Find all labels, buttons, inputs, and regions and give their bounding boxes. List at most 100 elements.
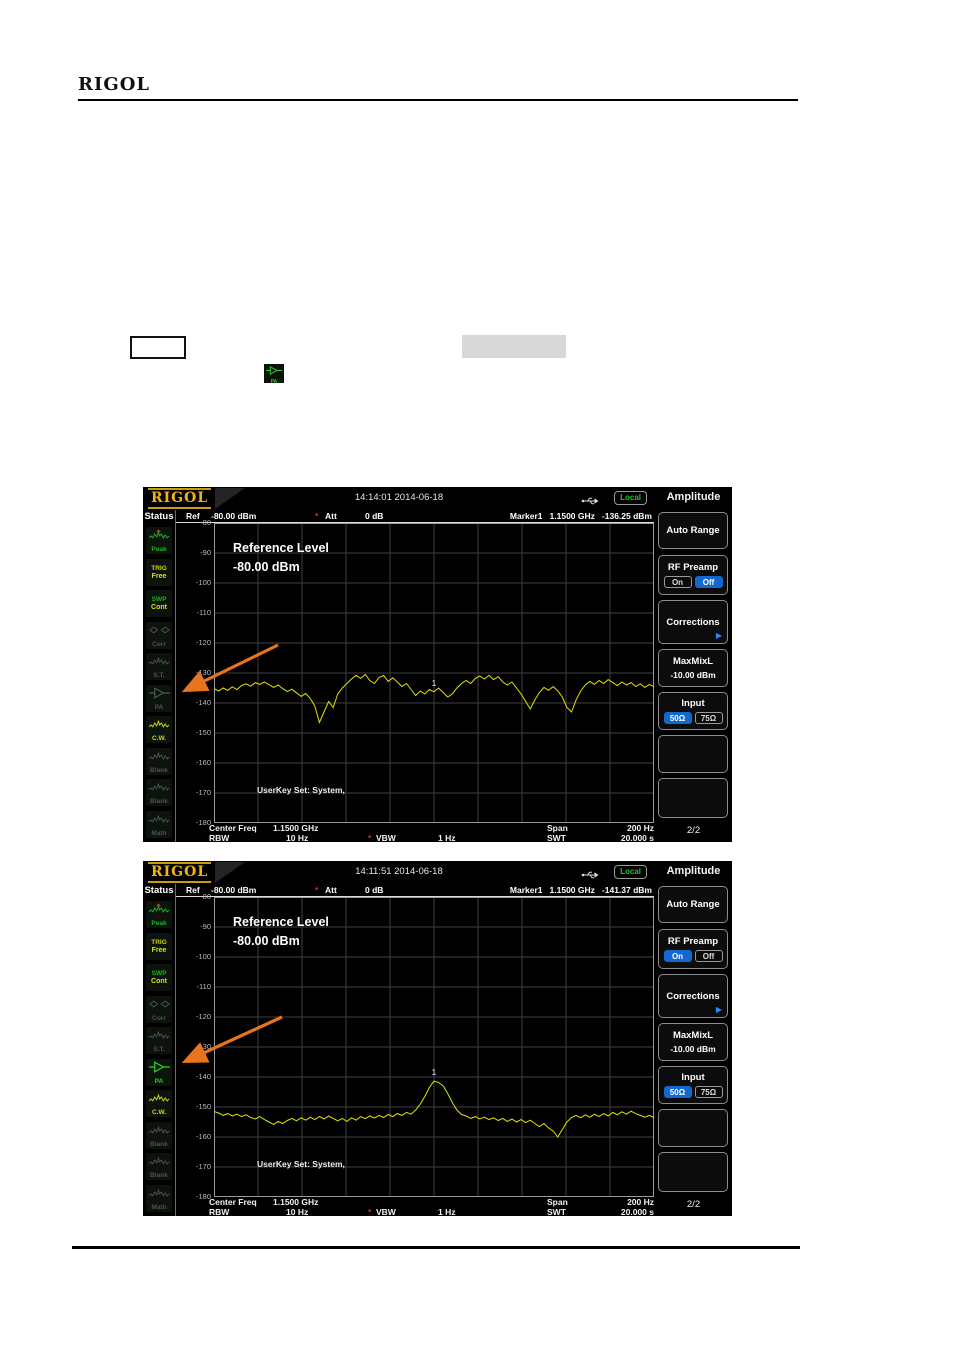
amp-glyph-icon[interactable]	[148, 686, 170, 704]
marker-readout[interactable]: Marker1 1.1500 GHz -141.37 dBm	[510, 885, 652, 895]
reference-level-overlay[interactable]: Reference Level -80.00 dBm	[233, 539, 329, 577]
status-item-label[interactable]: Math	[151, 1203, 167, 1211]
diamonds-glyph-icon[interactable]	[148, 623, 170, 641]
status-title[interactable]: Status	[144, 885, 174, 896]
status-item-blank-8[interactable]: Blank	[146, 779, 172, 806]
menu-button-maxmixl[interactable]: MaxMixL -10.00 dBm	[658, 649, 728, 687]
menu-button-auto-range[interactable]: Auto Range	[658, 512, 728, 549]
wave-glyph-icon[interactable]	[148, 1123, 170, 1141]
overlay-line[interactable]: Reference Level	[233, 541, 329, 555]
wave-glyph-icon[interactable]	[148, 749, 170, 767]
menu-button-value[interactable]: -10.00 dBm	[670, 1044, 716, 1054]
y-axis-label[interactable]: -160	[195, 758, 211, 767]
wave-glyph-icon[interactable]	[148, 780, 170, 798]
status-item-text[interactable]: Free	[151, 946, 167, 954]
status-item-label[interactable]: Corr	[152, 1014, 166, 1022]
status-item-label[interactable]: Math	[151, 829, 167, 837]
clock-text[interactable]: 14:14:01 2014-06-18	[354, 492, 444, 503]
wave-glyph-icon[interactable]	[148, 1186, 170, 1204]
overlay-line[interactable]: Reference Level	[233, 915, 329, 929]
sa-header[interactable]: RIGOL 14:11:51 2014-06-18 Local	[143, 861, 655, 884]
toggle-option-50[interactable]: 50Ω	[663, 1086, 692, 1098]
menu-button-label[interactable]: MaxMixL	[672, 1030, 714, 1041]
status-title[interactable]: Status	[144, 511, 174, 522]
y-axis-label[interactable]: -140	[195, 1072, 211, 1081]
logo-notch[interactable]	[215, 862, 245, 883]
submenu-arrow-icon[interactable]: ▶	[715, 631, 722, 640]
local-button[interactable]: Local	[614, 491, 647, 505]
menu-button-input[interactable]: Input 50Ω 75Ω	[658, 1066, 728, 1104]
menu-button-label[interactable]: Auto Range	[666, 899, 720, 910]
y-axis-label[interactable]: -110	[196, 608, 211, 617]
menu-button-auto-range[interactable]: Auto Range	[658, 886, 728, 923]
clock-text[interactable]: 14:11:51 2014-06-18	[355, 866, 443, 877]
y-axis-label[interactable]: -80	[200, 892, 211, 901]
y-axis-label[interactable]: -150	[195, 1102, 211, 1111]
status-item-label[interactable]: Blank	[150, 766, 168, 774]
marker-marker_label[interactable]: Marker1	[509, 885, 543, 895]
y-axis-label[interactable]: -170	[195, 788, 211, 797]
y-axis-label[interactable]: -150	[195, 728, 211, 737]
marker-marker_level[interactable]: -141.37 dBm	[601, 885, 652, 895]
toggle-row[interactable]: 50Ω 75Ω	[663, 712, 723, 724]
menu-button-value[interactable]: -10.00 dBm	[670, 670, 716, 680]
bottom-row-2[interactable]: RBW 10 Hz * VBW 1 Hz SWT 20.000 s	[176, 1207, 654, 1217]
y-axis-label[interactable]: -130	[195, 668, 211, 677]
toggle-option-off[interactable]: Off	[694, 576, 723, 588]
status-item-label[interactable]: PA	[154, 703, 164, 711]
toggle-option-on[interactable]: On	[663, 576, 692, 588]
menu-button-label[interactable]: RF Preamp	[667, 936, 719, 947]
status-item-c-w[interactable]: C.W.	[146, 1090, 172, 1117]
status-item-blank-7[interactable]: Blank	[146, 747, 172, 775]
info-underline[interactable]	[176, 896, 654, 897]
y-axis-label[interactable]: -90	[200, 922, 211, 931]
y-axis-label[interactable]: -170	[195, 1162, 211, 1171]
status-item-corr[interactable]: Corr	[146, 995, 172, 1023]
menu-button-blank[interactable]	[658, 778, 728, 818]
marker-readout[interactable]: Marker1 1.1500 GHz -136.25 dBm	[510, 511, 652, 521]
menu-button-rf-preamp[interactable]: RF Preamp On Off	[658, 555, 728, 595]
status-item-text[interactable]: TRIG	[151, 938, 167, 946]
toggle-row[interactable]: 50Ω 75Ω	[663, 1086, 723, 1098]
menu-button-label[interactable]: MaxMixL	[672, 656, 714, 667]
status-item-blank-8[interactable]: Blank	[146, 1153, 172, 1180]
status-item-label[interactable]: Blank	[150, 1172, 168, 1179]
status-item-label[interactable]: Blank	[150, 1140, 168, 1148]
menu-button-blank[interactable]	[658, 1109, 728, 1147]
status-item-swp[interactable]: SWP Cont	[146, 964, 172, 991]
status-item-text[interactable]: Free	[151, 572, 167, 580]
peak-glyph-icon[interactable]	[148, 902, 170, 920]
peak-glyph-icon[interactable]	[148, 528, 170, 546]
sa-header[interactable]: RIGOL 14:14:01 2014-06-18 Local	[143, 487, 655, 510]
wave-glyph-icon[interactable]	[148, 1091, 170, 1109]
menu-button-blank[interactable]	[658, 1152, 728, 1192]
y-axis-label[interactable]: -80	[200, 518, 211, 527]
status-item-text[interactable]: Cont	[151, 604, 167, 611]
status-item-blank-7[interactable]: Blank	[146, 1121, 172, 1149]
status-item-s-t[interactable]: S.T.	[146, 653, 172, 680]
status-item-text[interactable]: SWP	[151, 596, 167, 603]
toggle-option-on[interactable]: On	[663, 950, 692, 962]
marker-marker_level[interactable]: -136.25 dBm	[601, 511, 652, 521]
info-row[interactable]: Ref -80.00 dBm * Att 0 dB Marker1 1.1500 GHz -1…	[176, 884, 654, 897]
local-button[interactable]: Local	[614, 865, 647, 879]
rigol-logo[interactable]: RIGOL	[148, 488, 212, 509]
toggle-option-75[interactable]: 75Ω	[694, 1086, 723, 1098]
toggle-option-off[interactable]: Off	[694, 950, 723, 962]
marker-marker_label[interactable]: Marker1	[509, 511, 543, 521]
y-axis-label[interactable]: -180	[195, 1192, 211, 1201]
status-item-text[interactable]: Cont	[151, 978, 167, 985]
menu-button-rf-preamp[interactable]: RF Preamp On Off	[658, 929, 728, 969]
status-item-c-w[interactable]: C.W.	[146, 716, 172, 743]
status-item-trig[interactable]: TRIG Free	[146, 558, 172, 586]
menu-button-input[interactable]: Input 50Ω 75Ω	[658, 692, 728, 730]
userkey-text[interactable]: UserKey Set: System,	[257, 1159, 345, 1169]
status-item-text[interactable]: TRIG	[151, 564, 167, 572]
status-item-label[interactable]: S.T.	[153, 672, 165, 679]
marker-marker_freq[interactable]: 1.1500 GHz	[549, 885, 595, 895]
diamonds-glyph-icon[interactable]	[148, 997, 170, 1015]
menu-button-label[interactable]: Input	[681, 1072, 705, 1083]
status-item-label[interactable]: Peak	[151, 546, 167, 553]
overlay-line[interactable]: -80.00 dBm	[233, 560, 300, 574]
menu-button-corrections[interactable]: Corrections ▶	[658, 974, 728, 1018]
